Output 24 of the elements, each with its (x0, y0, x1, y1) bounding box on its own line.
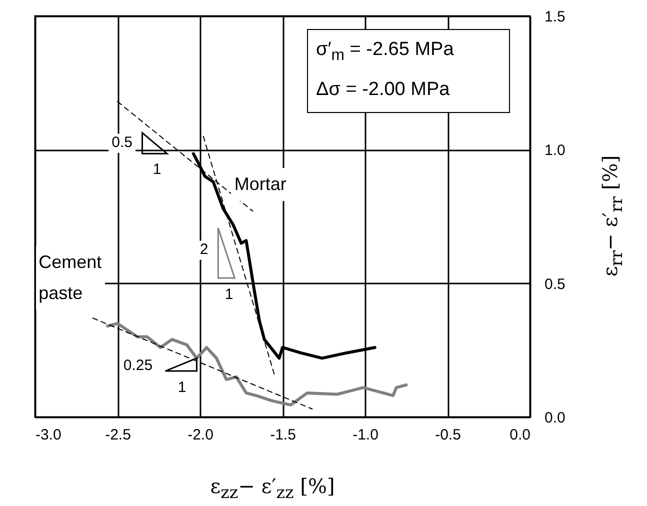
annotation: 1 (222, 286, 236, 304)
series-label: Cement paste (36, 246, 105, 310)
annotation: 1 (174, 378, 190, 398)
x-tick-label: -0.5 (435, 426, 461, 444)
x-tick-label: -1.5 (270, 426, 296, 444)
y-tick-label: 1.5 (544, 8, 566, 26)
x-tick-label: -2.0 (188, 426, 214, 444)
x-tick-label: -2.5 (105, 426, 131, 444)
x-tick-label: -3.0 (36, 426, 62, 444)
annotation: 1 (150, 160, 164, 180)
series-label: Mortar (231, 168, 290, 201)
x-axis-title: ε$_{zz}$− ε′$_{zz}$ [%] (210, 474, 335, 502)
y-tick-label: 0.0 (544, 410, 566, 426)
y-tick-label: 0.5 (544, 276, 566, 293)
annotation: 0.5 (108, 134, 136, 152)
annotation: 0.25 (120, 356, 156, 376)
y-tick-label: 1.0 (544, 142, 566, 160)
x-tick-label: -1.0 (352, 426, 378, 444)
annotation: Δσ = -2.00 MPa (315, 78, 451, 102)
annotation: σ′$_{m}$ = -2.65 MPa (315, 38, 455, 66)
line-series (106, 322, 408, 406)
annotation: 2 (196, 240, 212, 260)
x-tick-label: 0.0 (510, 426, 530, 444)
text-box: σ′$_{m}$ = -2.65 MPa Δσ = -2.00 MPa (307, 29, 510, 113)
